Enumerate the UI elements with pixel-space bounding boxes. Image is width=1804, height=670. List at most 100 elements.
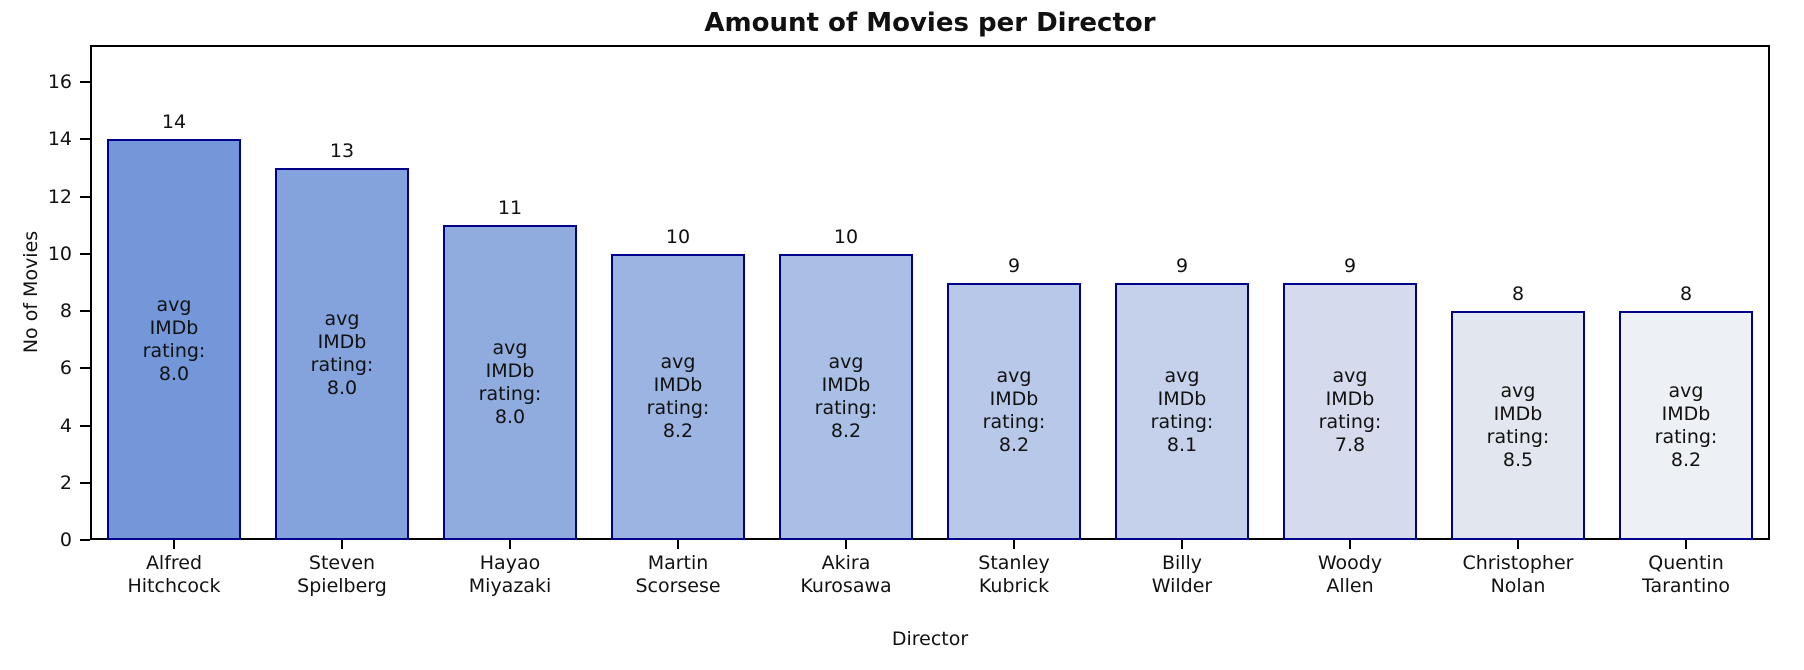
bar-annotation: avg IMDb rating: 8.2 [983, 365, 1046, 457]
bar-annotation-line: rating: [1486, 425, 1550, 448]
x-tick-label: Alfred Hitchcock [90, 552, 258, 598]
bar-annotation: avg IMDb rating: 7.8 [1319, 365, 1382, 457]
y-tick-mark [80, 138, 90, 141]
x-tick-label-line: Wilder [1151, 575, 1213, 597]
x-tick-label: Billy Wilder [1098, 552, 1266, 598]
bar-annotation: avg IMDb rating: 8.2 [815, 351, 878, 443]
y-tick-mark [80, 195, 90, 198]
x-tick-label-line: Tarantino [1642, 575, 1730, 597]
bar-avg-rating: 8.2 [830, 419, 862, 442]
y-tick-mark [80, 481, 90, 484]
bar-annotation-line: avg [660, 350, 696, 373]
x-tick-mark [1013, 540, 1015, 549]
bar-annotation-line: avg [996, 365, 1032, 388]
bar-annotation: avg IMDb rating: 8.0 [479, 337, 542, 429]
x-tick-label-line: Billy [1161, 552, 1203, 574]
bar-annotation-line: IMDb [1157, 388, 1207, 411]
bar-annotation-line: rating: [982, 411, 1046, 434]
y-tick-mark [80, 367, 90, 370]
y-tick-label: 0 [59, 529, 72, 551]
bar-avg-rating: 8.2 [662, 419, 694, 442]
x-tick-label-line: Spielberg [297, 575, 387, 597]
chart-title: Amount of Movies per Director [704, 8, 1156, 38]
x-tick-mark [1517, 540, 1519, 549]
bar-avg-rating: 8.0 [158, 362, 190, 385]
bar: avg IMDb rating: 8.0 [442, 225, 578, 540]
bar-value-label: 9 [1343, 254, 1357, 277]
bar-annotation-line: rating: [1150, 411, 1214, 434]
bar: avg IMDb rating: 8.2 [946, 282, 1082, 540]
y-tick-label: 8 [59, 300, 72, 323]
bar-avg-rating: 8.2 [1670, 448, 1702, 471]
x-tick-label-line: Kurosawa [800, 575, 892, 597]
bar-annotation-line: IMDb [821, 373, 871, 396]
bar-annotation-line: rating: [310, 354, 374, 377]
x-tick-label: Stanley Kubrick [930, 552, 1098, 598]
bar-annotation: avg IMDb rating: 8.0 [143, 294, 206, 386]
y-tick-mark [80, 424, 90, 427]
y-tick-mark [80, 539, 90, 541]
bar: avg IMDb rating: 8.0 [106, 139, 242, 540]
bar: avg IMDb rating: 7.8 [1282, 282, 1418, 540]
bar-annotation-line: IMDb [1325, 388, 1375, 411]
y-tick-mark [80, 310, 90, 313]
bar-annotation-line: rating: [142, 339, 206, 362]
bar-value-label: 13 [329, 140, 355, 163]
x-tick-label: Akira Kurosawa [762, 552, 930, 598]
bar-annotation-line: IMDb [149, 316, 199, 339]
y-tick-label: 6 [59, 357, 72, 380]
plot-area: avg IMDb rating: 8.0 14 avg IMDb rating: 8.0 13 av… [90, 45, 1770, 540]
bar-annotation-line: IMDb [989, 388, 1039, 411]
x-tick-label-line: Scorsese [635, 575, 721, 597]
bar-value-label: 9 [1175, 254, 1189, 277]
bar-annotation: avg IMDb rating: 8.2 [647, 351, 710, 443]
bar-annotation-line: IMDb [485, 359, 535, 382]
x-tick-label-line: Martin [647, 552, 709, 574]
x-tick-label-line: Allen [1326, 575, 1374, 597]
bar-annotation-line: avg [324, 308, 360, 331]
x-tick-label-line: Alfred [145, 552, 203, 574]
x-tick-label: Woody Allen [1266, 552, 1434, 598]
x-tick-mark [1181, 540, 1183, 549]
bar-annotation-line: rating: [1654, 425, 1718, 448]
bar-avg-rating: 7.8 [1334, 434, 1366, 457]
x-tick-label-line: Hitchcock [127, 575, 221, 597]
bar-annotation-line: avg [1500, 379, 1536, 402]
x-tick-mark [341, 540, 343, 549]
bar-annotation: avg IMDb rating: 8.5 [1487, 380, 1550, 472]
x-tick-mark [1685, 540, 1687, 549]
bar-value-label: 11 [497, 197, 523, 220]
x-tick-label: Steven Spielberg [258, 552, 426, 598]
bar: avg IMDb rating: 8.0 [274, 168, 410, 540]
bar: avg IMDb rating: 8.5 [1450, 311, 1586, 540]
x-tick-label-line: Steven [308, 552, 376, 574]
bar-annotation-line: avg [156, 293, 192, 316]
bar-avg-rating: 8.5 [1502, 448, 1534, 471]
x-tick-mark [1349, 540, 1351, 549]
bar-annotation-line: avg [1164, 365, 1200, 388]
bar-avg-rating: 8.0 [494, 405, 526, 428]
bar-annotation-line: rating: [814, 396, 878, 419]
bar: avg IMDb rating: 8.1 [1114, 282, 1250, 540]
bar-annotation-line: rating: [478, 382, 542, 405]
bar-annotation-line: IMDb [1493, 402, 1543, 425]
bar-value-label: 8 [1679, 283, 1693, 306]
x-tick-label-line: Hayao [479, 552, 541, 574]
bar-avg-rating: 8.0 [326, 377, 358, 400]
x-axis-label: Director [891, 628, 969, 650]
bar: avg IMDb rating: 8.2 [610, 253, 746, 540]
x-tick-label-line: Stanley [978, 552, 1050, 574]
bar-annotation: avg IMDb rating: 8.0 [311, 308, 374, 400]
bar-annotation-line: avg [1668, 379, 1704, 402]
bar-avg-rating: 8.2 [998, 434, 1030, 457]
x-tick-label: Christopher Nolan [1434, 552, 1602, 598]
x-tick-mark [677, 540, 679, 549]
x-tick-label-line: Nolan [1490, 575, 1546, 597]
x-tick-label-line: Kubrick [978, 575, 1050, 597]
bar-annotation-line: rating: [646, 396, 710, 419]
bar-annotation-line: IMDb [1661, 402, 1711, 425]
y-tick-mark [80, 252, 90, 255]
x-tick-label-line: Christopher [1462, 552, 1574, 574]
x-tick-label: Martin Scorsese [594, 552, 762, 598]
